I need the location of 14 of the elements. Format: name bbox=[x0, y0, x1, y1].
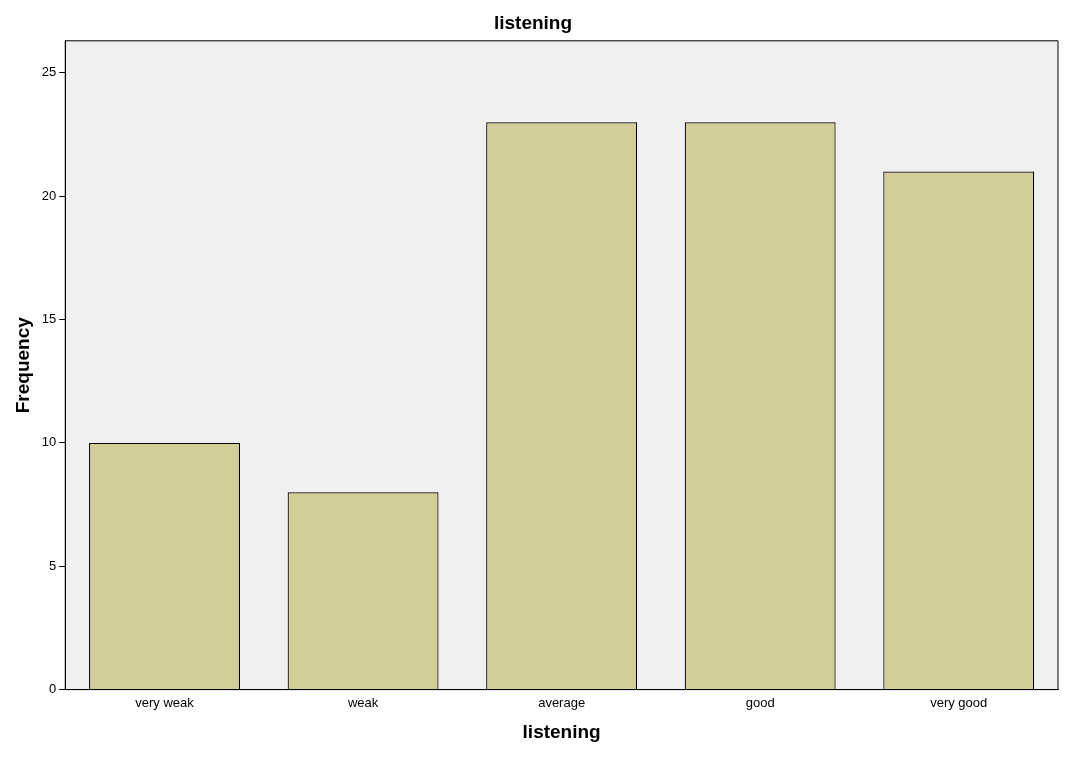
x-tick-label: weak bbox=[346, 694, 379, 710]
y-tick-label: 25 bbox=[41, 64, 57, 80]
y-tick-label: 0 bbox=[49, 681, 57, 697]
x-tick-label: very good bbox=[930, 694, 988, 710]
y-tick-label: 5 bbox=[49, 557, 57, 573]
y-tick-label: 15 bbox=[41, 311, 57, 327]
x-tick-label: very weak bbox=[135, 694, 195, 710]
x-axis-title: listening bbox=[522, 720, 601, 742]
x-tick-label: average bbox=[538, 694, 586, 710]
chart-title: listening bbox=[493, 11, 573, 33]
y-tick-label: 20 bbox=[41, 187, 57, 203]
x-tick-label: good bbox=[745, 694, 775, 710]
y-axis-title: Frequency bbox=[11, 316, 33, 414]
y-tick-label: 10 bbox=[41, 434, 57, 450]
